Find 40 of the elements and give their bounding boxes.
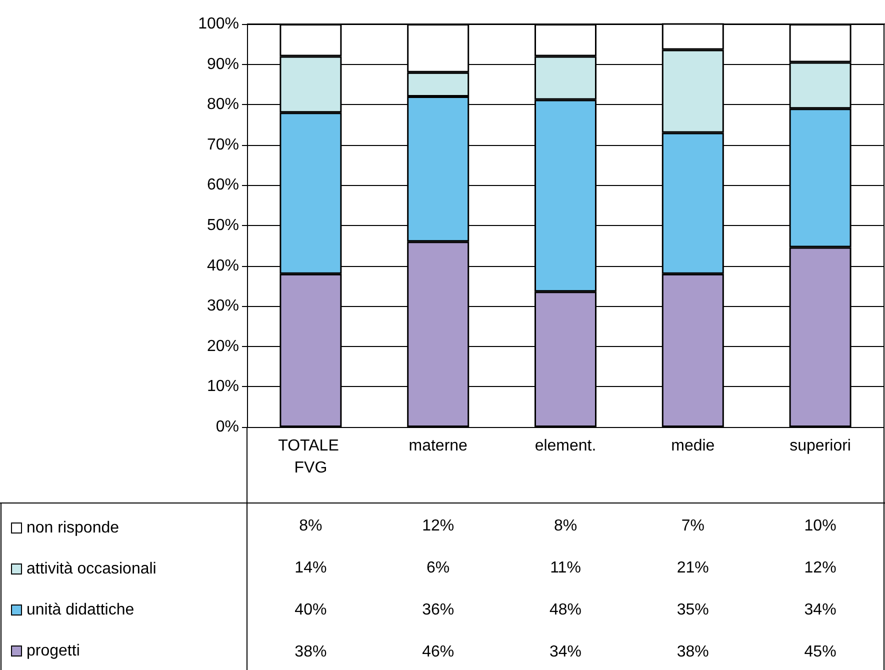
- data-label: 36%: [422, 602, 454, 618]
- data-label: 12%: [804, 560, 836, 576]
- data-label: 48%: [549, 602, 582, 618]
- data-label: 34%: [549, 644, 582, 660]
- data-label: 14%: [294, 560, 327, 576]
- legend-label: unità didattiche: [26, 602, 134, 618]
- y-tick-label: 100%: [198, 16, 239, 32]
- data-label: 38%: [294, 644, 327, 660]
- x-tick-label: materne: [408, 438, 468, 454]
- x-tick-label: superiori: [790, 438, 851, 454]
- data-label: 34%: [804, 602, 836, 618]
- data-label: 8%: [554, 518, 578, 534]
- legend-label: attività occasionali: [26, 560, 156, 578]
- x-tick-label: medie: [671, 438, 715, 454]
- data-label: 35%: [676, 602, 709, 618]
- data-label: 45%: [804, 644, 836, 660]
- data-label: 38%: [676, 644, 709, 660]
- data-label: 6%: [426, 560, 450, 576]
- y-tick-label: 20%: [206, 338, 239, 355]
- y-tick-label: 70%: [206, 136, 239, 154]
- data-label: 21%: [676, 560, 709, 576]
- legend-label: progetti: [26, 642, 80, 660]
- y-tick-label: 30%: [206, 298, 239, 315]
- y-tick-label: 80%: [206, 96, 239, 114]
- y-tick-label: 90%: [206, 56, 239, 73]
- x-tick-label: TOTALE FVG: [278, 438, 344, 476]
- y-tick-label: 0%: [216, 418, 239, 436]
- data-label: 8%: [299, 518, 322, 534]
- legend-label: non risponde: [26, 520, 120, 536]
- data-label: 7%: [681, 518, 704, 534]
- data-label: 12%: [422, 518, 454, 534]
- y-tick-label: 10%: [206, 378, 239, 396]
- data-label: 10%: [804, 518, 836, 534]
- y-tick-label: 60%: [206, 176, 239, 194]
- y-tick-label: 40%: [206, 257, 239, 274]
- data-label: 46%: [422, 644, 454, 660]
- y-tick-label: 50%: [206, 217, 239, 234]
- data-label: 11%: [550, 560, 581, 576]
- data-label: 40%: [294, 602, 327, 618]
- x-tick-label: element.: [534, 438, 596, 454]
